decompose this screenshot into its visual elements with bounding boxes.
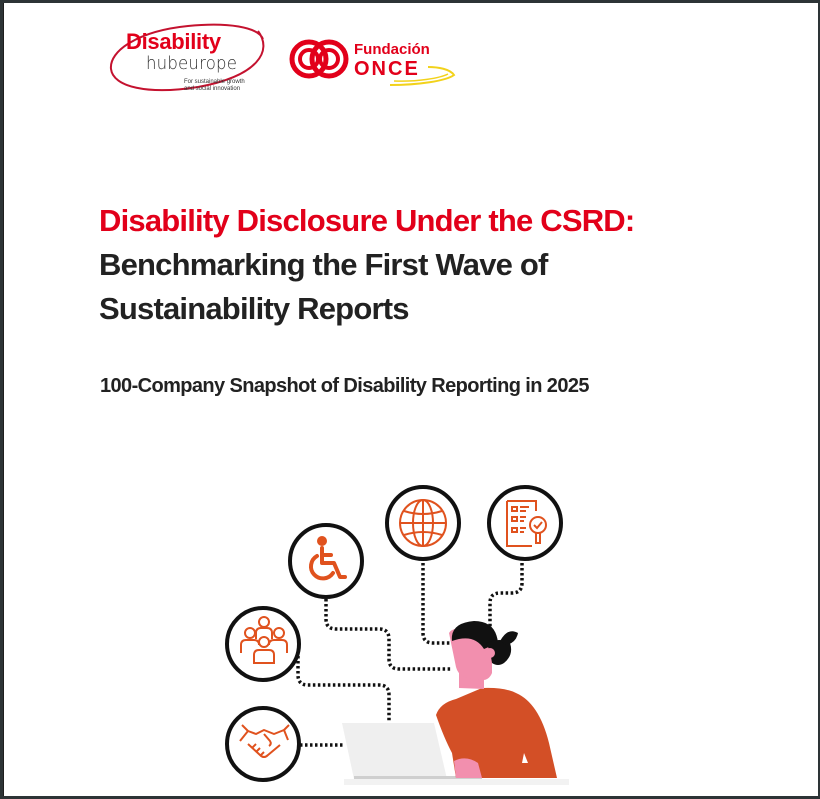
logo-swoosh-icon xyxy=(109,23,265,92)
handshake-icon xyxy=(225,706,301,782)
title-line-3: Sustainability Reports xyxy=(99,291,409,326)
report-title: Disability Disclosure Under the CSRD: Be… xyxy=(99,199,799,331)
logo-word-hubeurope: hubeurope xyxy=(146,53,238,74)
cover-illustration xyxy=(225,485,569,785)
globe-icon xyxy=(385,485,461,561)
person-illustration xyxy=(436,621,557,778)
people-group-icon xyxy=(225,606,301,682)
report-subtitle: 100-Company Snapshot of Disability Repor… xyxy=(100,375,590,397)
dotted-connectors xyxy=(296,558,524,747)
laptop-illustration xyxy=(342,723,569,785)
title-line-1: Disability Disclosure Under the CSRD: xyxy=(99,203,635,238)
logo-word-fundacion: Fundación xyxy=(354,41,430,58)
disability-hub-europe-logo: Disability hubeurope For sustainable gro… xyxy=(108,21,270,97)
yellow-swoosh-icon xyxy=(389,66,456,86)
logo-word-once: ONCE xyxy=(354,58,420,80)
logo-tagline: For sustainable growth and social innova… xyxy=(184,79,245,92)
checklist-search-icon xyxy=(487,485,563,561)
wheelchair-icon xyxy=(288,523,364,599)
title-line-2: Benchmarking the First Wave of xyxy=(99,247,548,282)
logo-word-disability: Disability xyxy=(126,29,221,54)
interlocked-rings-icon xyxy=(289,39,349,79)
document-page: Disability hubeurope For sustainable gro… xyxy=(3,3,818,796)
fundacion-once-logo: Fundación ONCE xyxy=(288,31,458,91)
